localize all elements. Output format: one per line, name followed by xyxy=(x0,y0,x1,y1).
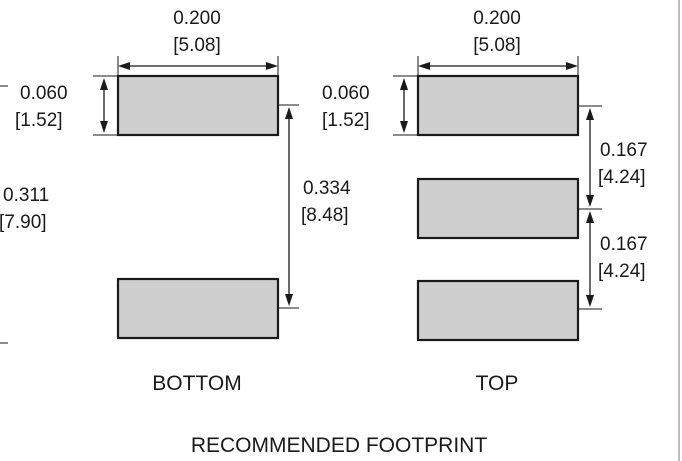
top-view: 0.200 [5.08] 0.060 [1.52] 0.167 [4.24] 0… xyxy=(322,8,648,395)
top-width-arrow-right xyxy=(566,62,578,70)
top-pad-3 xyxy=(416,279,580,342)
bottom-padh-arrow-up xyxy=(100,78,108,90)
bottom-view-label: BOTTOM xyxy=(152,372,241,395)
top-width-inch: 0.200 xyxy=(473,8,521,29)
top-pitch1-mm: [4.24] xyxy=(598,167,646,188)
bottom-spacing-inch: 0.334 xyxy=(303,178,351,199)
bottom-padh-inch: 0.060 xyxy=(20,83,68,104)
bottom-spacing-arrow-down xyxy=(285,294,293,306)
top-padh-mm: [1.52] xyxy=(322,110,370,131)
top-pitch1-arrow-up xyxy=(586,108,594,120)
top-pitch2-arrow-down xyxy=(586,295,594,307)
bottom-view: 0.200 [5.08] 0.060 [1.52] 0.311 [7.90] 0… xyxy=(0,8,351,395)
top-pitch1-arrow-down xyxy=(586,195,594,207)
top-width-mm: [5.08] xyxy=(473,35,521,56)
top-pad-2 xyxy=(416,177,580,240)
top-pitch1-inch: 0.167 xyxy=(600,140,648,161)
bottom-overall-mm: [7.90] xyxy=(0,212,47,233)
top-width-arrow-left xyxy=(418,62,430,70)
bottom-overall-inch: 0.311 xyxy=(3,185,49,206)
bottom-pad-lower xyxy=(116,277,280,340)
top-padh-arrow-up xyxy=(400,78,408,90)
bottom-width-inch: 0.200 xyxy=(173,8,221,29)
footprint-caption: RECOMMENDED FOOTPRINT xyxy=(191,434,488,457)
bottom-width-mm: [5.08] xyxy=(173,35,221,56)
bottom-padh-arrow-down xyxy=(100,121,108,133)
bottom-spacing-arrow-up xyxy=(285,107,293,119)
top-pad-1 xyxy=(416,74,580,137)
bottom-pad-upper xyxy=(116,74,280,137)
top-padh-arrow-down xyxy=(400,121,408,133)
bottom-padh-mm: [1.52] xyxy=(15,110,63,131)
top-pitch2-mm: [4.24] xyxy=(598,261,646,282)
bottom-spacing-mm: [8.48] xyxy=(301,205,349,226)
bottom-width-arrow-left xyxy=(118,62,130,70)
top-padh-inch: 0.060 xyxy=(322,83,370,104)
top-pitch2-inch: 0.167 xyxy=(600,234,648,255)
top-view-label: TOP xyxy=(476,372,519,395)
top-pitch2-arrow-up xyxy=(586,211,594,223)
bottom-width-arrow-right xyxy=(266,62,278,70)
